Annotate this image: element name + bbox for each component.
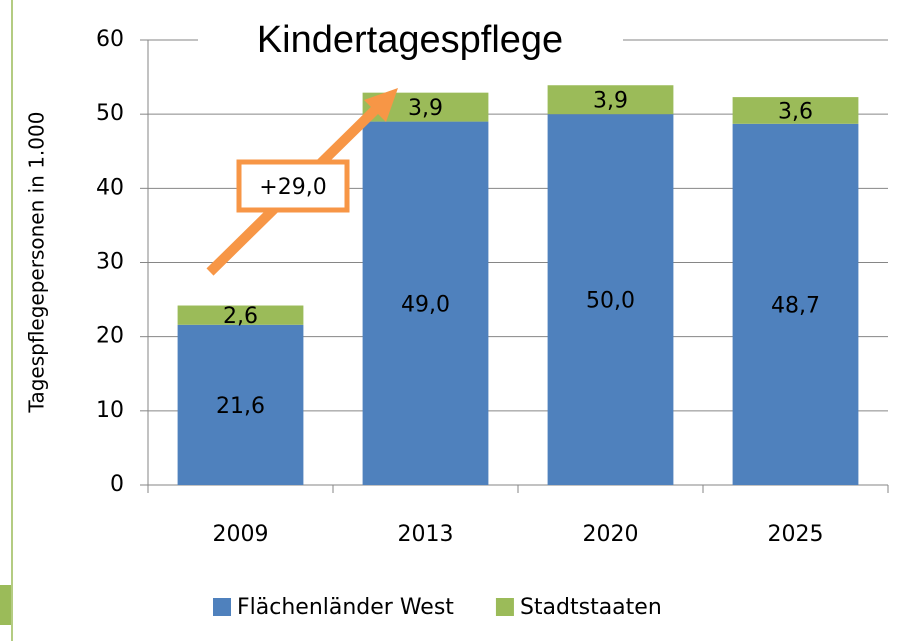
bar-segment (547, 85, 674, 115)
x-tick-label: 2013 (398, 522, 454, 547)
annotation-label: +29,0 (259, 175, 326, 200)
bar-segment (177, 305, 304, 325)
y-tick-label: 40 (96, 175, 124, 200)
x-tick-label: 2020 (583, 522, 639, 547)
x-tick-label: 2025 (768, 522, 824, 547)
x-tick-label: 2009 (213, 522, 269, 547)
plot-area: 0 10 20 30 40 50 60 2009 21,6 2,6 2013 49,0 3,9 2020 5… (96, 27, 889, 547)
y-tick-label: 10 (96, 398, 124, 423)
y-tick-label: 60 (96, 27, 124, 52)
chart-title: Kindertagespflege (257, 19, 563, 61)
bar-segment (362, 121, 489, 485)
y-tick-label: 20 (96, 324, 124, 349)
value-label: 3,6 (778, 99, 813, 124)
frame-accent (0, 585, 11, 625)
value-label: 50,0 (586, 289, 635, 314)
legend-label: Stadtstaaten (520, 595, 662, 620)
value-label: 2,6 (223, 304, 258, 329)
bar-segment (732, 123, 859, 485)
legend-label: Flächenländer West (237, 595, 454, 620)
legend-swatch (495, 598, 514, 616)
title-box (198, 10, 623, 70)
annotation-box (236, 159, 350, 213)
value-label: 21,6 (216, 394, 265, 419)
legend-swatch (213, 598, 231, 616)
value-label: 48,7 (771, 293, 820, 318)
bar-segment (547, 114, 674, 486)
bar-segment (732, 97, 859, 124)
y-tick-label: 0 (110, 472, 124, 497)
y-axis-label: Tagespflegepersonen in 1.000 (25, 112, 49, 414)
value-label: 3,9 (593, 89, 628, 114)
value-label: 3,9 (408, 96, 443, 121)
bar-segment (177, 324, 304, 485)
value-label: 49,0 (401, 292, 450, 317)
annotation-arrowhead (364, 88, 398, 122)
y-tick-label: 50 (96, 101, 124, 126)
y-tick-label: 30 (96, 250, 124, 275)
